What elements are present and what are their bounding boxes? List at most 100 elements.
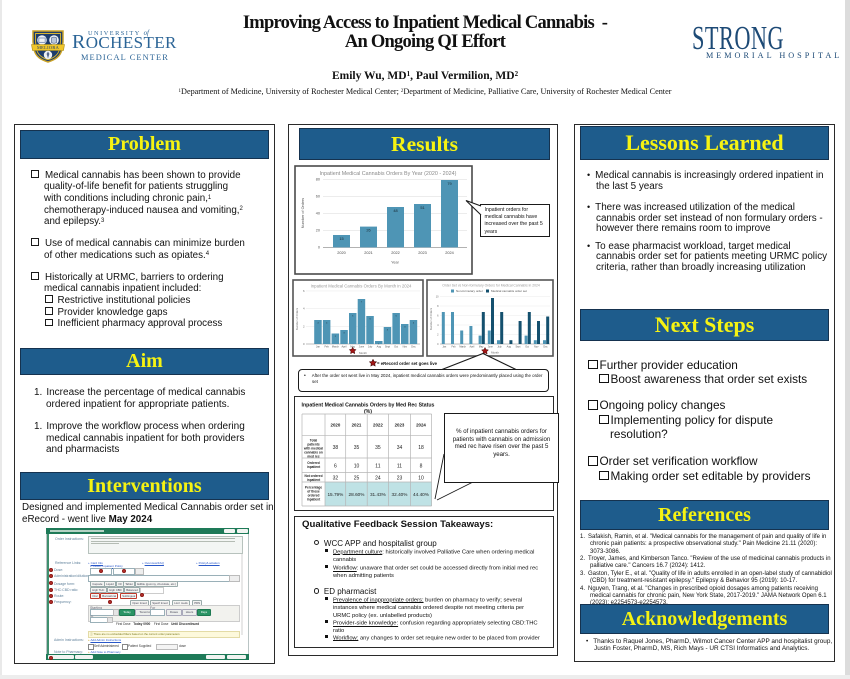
svg-text:3: 3 bbox=[343, 332, 345, 334]
svg-text:1: 1 bbox=[378, 343, 380, 345]
svg-text:2022: 2022 bbox=[373, 423, 383, 428]
svg-text:Order Set vs Non-formulary Ord: Order Set vs Non-formulary Orders for Me… bbox=[442, 284, 540, 288]
svg-text:Oct: Oct bbox=[525, 346, 529, 349]
svg-text:Nov: Nov bbox=[403, 346, 408, 349]
svg-text:15: 15 bbox=[339, 236, 343, 241]
svg-text:79: 79 bbox=[447, 181, 451, 186]
svg-text:May: May bbox=[350, 346, 355, 349]
svg-text:Number of Orders: Number of Orders bbox=[295, 307, 299, 330]
svg-text:Oct: Oct bbox=[394, 346, 398, 349]
svg-text:60: 60 bbox=[316, 195, 320, 199]
svg-text:18: 18 bbox=[418, 445, 424, 451]
svg-text:Non-formulary order: Non-formulary order bbox=[456, 289, 483, 293]
svg-text:2024: 2024 bbox=[445, 251, 453, 255]
svg-text:Dec: Dec bbox=[411, 346, 416, 349]
svg-text:7: 7 bbox=[361, 301, 363, 303]
svg-text:20: 20 bbox=[316, 229, 320, 233]
svg-text:11: 11 bbox=[397, 464, 402, 470]
svg-text:Feb: Feb bbox=[451, 346, 456, 349]
svg-text:Sept: Sept bbox=[385, 346, 390, 349]
svg-text:Inpatient Medical Cannabis Ord: Inpatient Medical Cannabis Orders By Mon… bbox=[311, 284, 412, 289]
svg-text:inpatient: inpatient bbox=[307, 498, 321, 502]
svg-text:5: 5 bbox=[352, 315, 354, 317]
svg-text:31.43%: 31.43% bbox=[370, 492, 386, 497]
svg-text:Aug: Aug bbox=[377, 346, 382, 349]
svg-text:Feb: Feb bbox=[325, 346, 330, 349]
svg-text:40: 40 bbox=[316, 212, 320, 216]
svg-text:35: 35 bbox=[354, 445, 360, 451]
svg-text:5: 5 bbox=[395, 315, 397, 317]
svg-text:0: 0 bbox=[318, 246, 320, 250]
svg-text:Percentage: Percentage bbox=[305, 486, 322, 490]
svg-text:Medical cannabis order set: Medical cannabis order set bbox=[491, 289, 527, 293]
svg-text:Inpatient Medical Cannabis Ord: Inpatient Medical Cannabis Orders By Yea… bbox=[320, 171, 457, 177]
svg-text:with medical: with medical bbox=[303, 447, 323, 451]
svg-text:2020: 2020 bbox=[331, 423, 341, 428]
svg-text:4: 4 bbox=[317, 322, 319, 324]
svg-text:Year: Year bbox=[391, 261, 399, 265]
svg-text:cannabis on: cannabis on bbox=[304, 451, 323, 455]
svg-text:Total: Total bbox=[310, 439, 317, 443]
svg-text:24: 24 bbox=[375, 476, 381, 482]
svg-text:2022: 2022 bbox=[391, 251, 399, 255]
svg-text:11: 11 bbox=[375, 464, 380, 470]
svg-text:2021: 2021 bbox=[364, 251, 372, 255]
svg-text:35: 35 bbox=[375, 445, 381, 451]
svg-text:2020: 2020 bbox=[337, 251, 345, 255]
svg-text:inpatient: inpatient bbox=[307, 478, 321, 482]
svg-text:Sept: Sept bbox=[515, 346, 520, 349]
svg-text:4: 4 bbox=[437, 324, 439, 327]
svg-text:March: March bbox=[332, 346, 340, 349]
svg-text:July: July bbox=[368, 346, 373, 349]
svg-text:2: 2 bbox=[437, 334, 439, 337]
svg-text:0: 0 bbox=[303, 342, 305, 346]
svg-text:Number of Orders: Number of Orders bbox=[301, 198, 305, 228]
svg-text:June: June bbox=[488, 346, 494, 349]
svg-text:ordered: ordered bbox=[308, 494, 320, 498]
svg-text:July: July bbox=[497, 346, 502, 349]
svg-text:48: 48 bbox=[393, 208, 397, 213]
svg-text:4: 4 bbox=[413, 322, 415, 324]
svg-text:Jan: Jan bbox=[316, 346, 321, 349]
svg-text:15.79%: 15.79% bbox=[327, 492, 343, 497]
svg-text:Nov: Nov bbox=[534, 346, 539, 349]
svg-text:Inpatient Medical Cannabis Ord: Inpatient Medical Cannabis Orders by Med… bbox=[302, 403, 435, 409]
svg-text:4: 4 bbox=[303, 307, 305, 311]
svg-text:0: 0 bbox=[437, 343, 439, 346]
svg-text:2024: 2024 bbox=[416, 423, 426, 428]
svg-text:Month: Month bbox=[359, 351, 367, 355]
svg-text:10: 10 bbox=[436, 296, 439, 299]
svg-text:2023: 2023 bbox=[395, 423, 405, 428]
svg-text:28.60%: 28.60% bbox=[349, 492, 365, 497]
svg-text:(%): (%) bbox=[364, 409, 372, 415]
svg-text:3: 3 bbox=[404, 326, 406, 328]
svg-text:2021: 2021 bbox=[352, 423, 362, 428]
svg-text:10: 10 bbox=[354, 464, 360, 470]
svg-text:23: 23 bbox=[397, 476, 403, 482]
svg-text:6: 6 bbox=[334, 464, 337, 470]
svg-text:patients: patients bbox=[307, 443, 319, 447]
svg-text:Aug: Aug bbox=[507, 346, 512, 349]
svg-text:May: May bbox=[479, 346, 484, 349]
svg-text:med rec: med rec bbox=[307, 455, 319, 459]
svg-text:inpatient: inpatient bbox=[307, 465, 321, 469]
svg-text:Month: Month bbox=[491, 351, 499, 355]
svg-text:April: April bbox=[470, 346, 475, 349]
svg-text:3: 3 bbox=[387, 329, 389, 331]
svg-text:32: 32 bbox=[333, 476, 339, 482]
svg-text:51: 51 bbox=[420, 205, 424, 210]
svg-text:Not ordered: Not ordered bbox=[304, 474, 322, 478]
svg-text:Jan: Jan bbox=[442, 346, 447, 349]
svg-text:6: 6 bbox=[437, 315, 439, 318]
svg-text:June: June bbox=[359, 346, 365, 349]
svg-text:Number of Orders: Number of Orders bbox=[429, 307, 433, 330]
svg-text:MELIORA: MELIORA bbox=[37, 45, 60, 50]
svg-text:25: 25 bbox=[354, 476, 360, 482]
svg-text:80: 80 bbox=[316, 178, 320, 182]
svg-text:44.40%: 44.40% bbox=[413, 492, 429, 497]
svg-text:March: March bbox=[459, 346, 466, 349]
svg-text:4: 4 bbox=[326, 322, 328, 324]
svg-text:8: 8 bbox=[420, 464, 423, 470]
svg-text:Ordered: Ordered bbox=[307, 461, 319, 465]
svg-text:2: 2 bbox=[335, 336, 337, 338]
